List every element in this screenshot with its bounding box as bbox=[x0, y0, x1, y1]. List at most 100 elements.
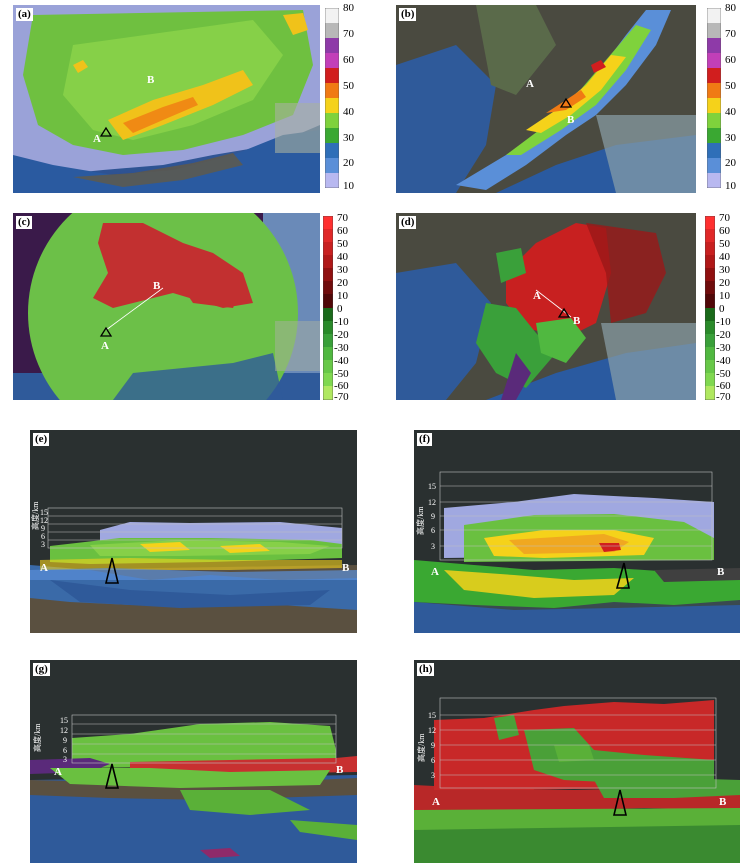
cbar-d-tick: 70 bbox=[719, 212, 730, 224]
panel-a-point-a: A bbox=[93, 133, 101, 145]
panel-h-label: (h) bbox=[417, 663, 435, 676]
panel-g-point-a: A bbox=[54, 766, 62, 778]
cbar-c-tick: -50 bbox=[334, 368, 349, 380]
panel-e-height-tick: 3 bbox=[41, 540, 45, 549]
panel-h-height-tick: 6 bbox=[431, 756, 435, 765]
cbar-d-tick: -20 bbox=[716, 329, 731, 341]
panel-c-point-a: A bbox=[101, 340, 109, 352]
cbar-c-tick: 60 bbox=[337, 225, 348, 237]
panel-b-point-a: A bbox=[526, 78, 534, 90]
panel-f-height-tick: 3 bbox=[431, 542, 435, 551]
panel-g-label: (g) bbox=[33, 663, 50, 676]
panel-e-height-tick: 15 bbox=[40, 508, 48, 517]
panel-d-point-b: B bbox=[573, 315, 581, 327]
panel-h-cross-section-image: 高度/km 15 12 9 6 3 A B bbox=[414, 660, 740, 863]
panel-a-map-image: A B bbox=[13, 5, 320, 193]
reflectivity-colorbar-b bbox=[706, 7, 722, 189]
panel-b-point-b: B bbox=[567, 114, 575, 126]
panel-e-height-tick: 12 bbox=[40, 516, 48, 525]
panel-b-label: (b) bbox=[399, 8, 417, 21]
cbar-b-tick: 20 bbox=[725, 157, 736, 169]
panel-h-velocity-cross-section: 高度/km 15 12 9 6 3 A B (h) bbox=[414, 660, 740, 863]
panel-a-label: (a) bbox=[16, 8, 33, 21]
cbar-c-tick: 50 bbox=[337, 238, 348, 250]
cbar-d-tick: 60 bbox=[719, 225, 730, 237]
cbar-d-tick: 30 bbox=[719, 264, 730, 276]
panel-g-height-tick: 15 bbox=[60, 716, 68, 725]
cbar-d-tick: 20 bbox=[719, 277, 730, 289]
cbar-d-tick: 50 bbox=[719, 238, 730, 250]
panel-c-velocity-map: A B (c) bbox=[13, 213, 320, 400]
cbar-d-tick: -30 bbox=[716, 342, 731, 354]
cbar-c-tick: -10 bbox=[334, 316, 349, 328]
panel-c-map-image: A B bbox=[13, 213, 320, 400]
panel-h-height-tick: 9 bbox=[431, 741, 435, 750]
cbar-d-tick: -70 bbox=[716, 391, 731, 403]
cbar-b-tick: 50 bbox=[725, 80, 736, 92]
panel-g-height-tick: 12 bbox=[60, 726, 68, 735]
panel-f-height-tick: 15 bbox=[428, 482, 436, 491]
panel-f-height-axis-label: 高度/km bbox=[415, 506, 425, 535]
cbar-c-tick: 20 bbox=[337, 277, 348, 289]
cbar-d-tick: -50 bbox=[716, 368, 731, 380]
panel-h-point-b: B bbox=[719, 796, 727, 808]
cbar-d-tick: 40 bbox=[719, 251, 730, 263]
cbar-c-tick: -70 bbox=[334, 391, 349, 403]
panel-g-height-tick: 9 bbox=[63, 736, 67, 745]
cbar-a-tick: 30 bbox=[343, 132, 354, 144]
cbar-c-tick: -20 bbox=[334, 329, 349, 341]
cbar-d-tick: -40 bbox=[716, 355, 731, 367]
cbar-c-tick: 70 bbox=[337, 212, 348, 224]
panel-e-reflectivity-cross-section: 高度/km 15 12 9 6 3 A B (e) bbox=[30, 430, 357, 633]
panel-e-point-a: A bbox=[40, 562, 48, 574]
panel-e-height-axis-label: 高度/km bbox=[30, 501, 40, 530]
cbar-b-tick: 30 bbox=[725, 132, 736, 144]
cbar-a-tick: 10 bbox=[343, 180, 354, 192]
cbar-d-tick: -60 bbox=[716, 380, 731, 392]
cbar-b-tick: 60 bbox=[725, 54, 736, 66]
panel-e-height-tick: 6 bbox=[41, 532, 45, 541]
panel-g-height-tick: 6 bbox=[63, 746, 67, 755]
cbar-c-tick: 10 bbox=[337, 290, 348, 302]
panel-c-point-b: B bbox=[153, 280, 161, 292]
panel-a-reflectivity-map: A B (a) bbox=[13, 5, 320, 193]
panel-g-velocity-cross-section: 高度/km 15 12 9 6 3 A B (g) bbox=[30, 660, 357, 863]
cbar-b-tick: 10 bbox=[725, 180, 736, 192]
panel-h-height-tick: 15 bbox=[428, 711, 436, 720]
panel-h-height-axis-label: 高度/km bbox=[416, 733, 426, 762]
panel-d-point-a: A bbox=[533, 290, 541, 302]
panel-f-point-a: A bbox=[431, 566, 439, 578]
panel-f-reflectivity-cross-section: 高度/km 15 12 9 6 3 A B (f) bbox=[414, 430, 740, 633]
cbar-b-tick: 80 bbox=[725, 2, 736, 14]
panel-g-height-tick: 3 bbox=[63, 755, 67, 764]
panel-h-point-a: A bbox=[432, 796, 440, 808]
cbar-c-tick: -60 bbox=[334, 380, 349, 392]
panel-f-height-tick: 9 bbox=[431, 512, 435, 521]
panel-b-reflectivity-map: A B (b) bbox=[396, 5, 696, 193]
panel-f-cross-section-image: 高度/km 15 12 9 6 3 A B bbox=[414, 430, 740, 633]
panel-f-height-tick: 6 bbox=[431, 526, 435, 535]
cbar-c-tick: 0 bbox=[337, 303, 343, 315]
cbar-c-tick: 30 bbox=[337, 264, 348, 276]
cbar-d-tick: 0 bbox=[719, 303, 725, 315]
velocity-colorbar-d bbox=[704, 215, 716, 401]
panel-g-height-axis-label: 高度/km bbox=[32, 723, 42, 752]
cbar-c-tick: -40 bbox=[334, 355, 349, 367]
panel-d-label: (d) bbox=[399, 216, 417, 229]
cbar-a-tick: 70 bbox=[343, 28, 354, 40]
cbar-a-tick: 60 bbox=[343, 54, 354, 66]
panel-d-map-image: A B bbox=[396, 213, 696, 400]
cbar-a-tick: 40 bbox=[343, 106, 354, 118]
cbar-b-tick: 40 bbox=[725, 106, 736, 118]
panel-g-cross-section-image: 高度/km 15 12 9 6 3 A B bbox=[30, 660, 357, 863]
cbar-a-tick: 80 bbox=[343, 2, 354, 14]
velocity-colorbar-c bbox=[322, 215, 334, 401]
panel-e-label: (e) bbox=[33, 433, 50, 446]
panel-e-height-tick: 9 bbox=[41, 524, 45, 533]
cbar-c-tick: -30 bbox=[334, 342, 349, 354]
panel-h-height-tick: 12 bbox=[428, 726, 436, 735]
cbar-d-tick: 10 bbox=[719, 290, 730, 302]
panel-f-height-tick: 12 bbox=[428, 498, 436, 507]
panel-a-point-b: B bbox=[147, 74, 155, 86]
panel-c-label: (c) bbox=[16, 216, 33, 229]
